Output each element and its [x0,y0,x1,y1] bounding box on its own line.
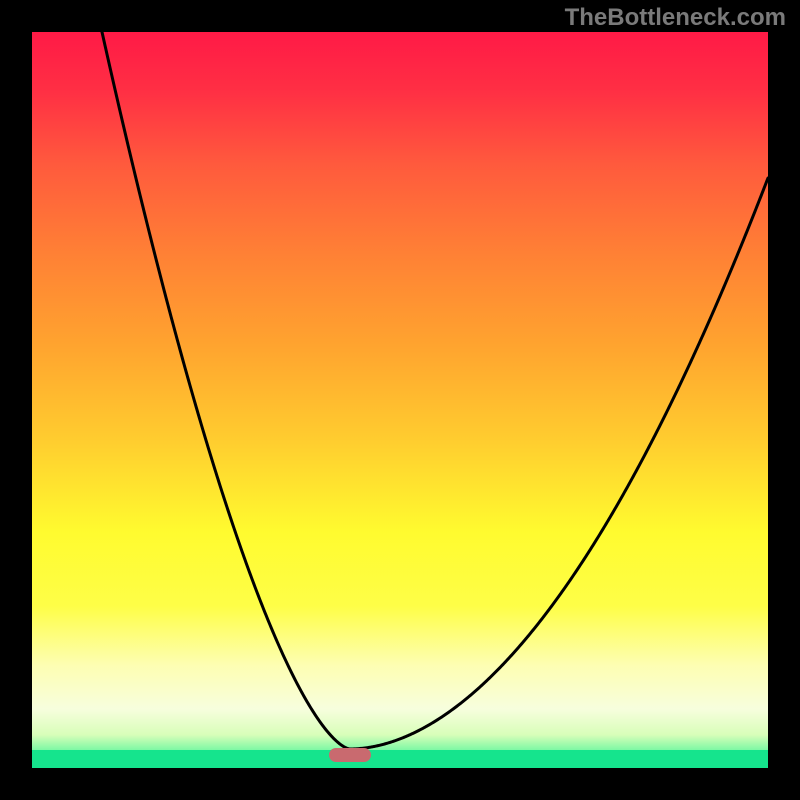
chart-canvas: TheBottleneck.com [0,0,800,800]
plot-area-gradient [32,32,768,768]
vertex-pill-marker [329,748,371,762]
bottom-green-band [32,750,768,768]
bottleneck-chart-svg [0,0,800,800]
